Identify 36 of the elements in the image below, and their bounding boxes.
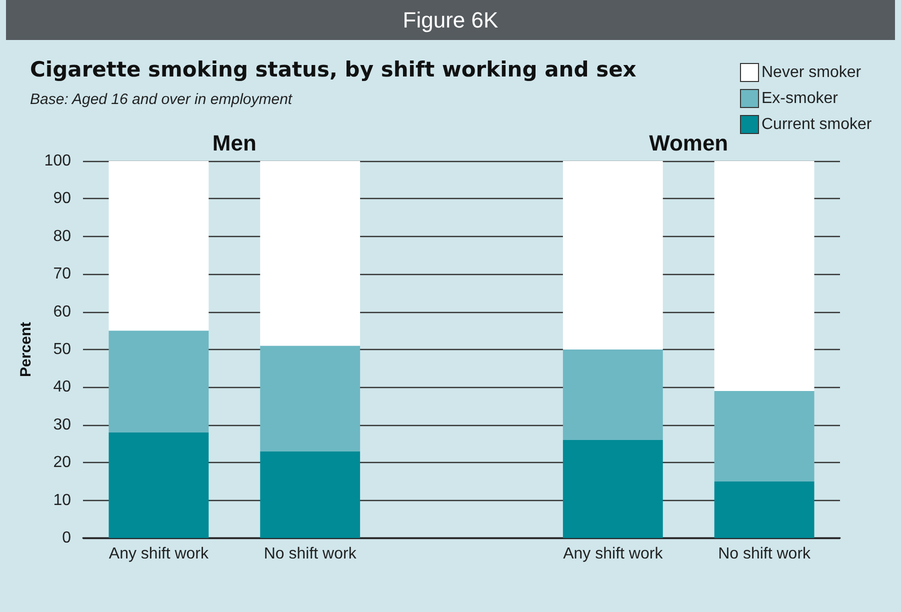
chart-subtitle: Base: Aged 16 and over in employment: [30, 91, 293, 108]
bar: [108, 432, 209, 538]
legend-label: Ex-smoker: [762, 90, 839, 107]
y-axis-title: Percent: [17, 322, 34, 378]
y-tick-label: 80: [53, 228, 72, 245]
bar: [714, 161, 814, 391]
bar: [108, 161, 209, 331]
y-tick-label: 70: [53, 266, 72, 283]
bar: [562, 161, 663, 350]
bar: [562, 350, 663, 440]
legend-label: Never smoker: [762, 64, 862, 81]
bar: [260, 346, 360, 452]
bar: [108, 330, 209, 432]
x-tick-label: No shift work: [264, 546, 358, 562]
y-tick-label: 30: [53, 416, 72, 434]
bar: [714, 390, 814, 482]
bar: [260, 161, 360, 346]
y-tick-label: 0: [62, 530, 72, 546]
bar: [714, 481, 814, 538]
y-tick-label: 100: [44, 152, 72, 170]
text: Women: [649, 130, 728, 156]
bar: [562, 440, 663, 538]
y-tick-label: 10: [53, 492, 72, 509]
legend-label: Current smoker: [762, 116, 872, 133]
y-tick-label: 20: [53, 454, 72, 472]
caption: Figure 6K: [402, 8, 499, 32]
x-tick-label: No shift work: [718, 546, 812, 562]
y-tick-label: 40: [53, 378, 72, 396]
y-tick-label: 50: [53, 341, 72, 358]
bar: [260, 451, 360, 538]
chart-title: Cigarette smoking status, by shift working and sex: [30, 58, 637, 82]
x-tick-label: Any shift work: [108, 546, 210, 562]
x-tick-label: Any shift work: [563, 546, 664, 562]
text: Men: [212, 130, 256, 156]
y-tick-label: 60: [53, 303, 72, 320]
y-tick-label: 90: [53, 190, 72, 208]
